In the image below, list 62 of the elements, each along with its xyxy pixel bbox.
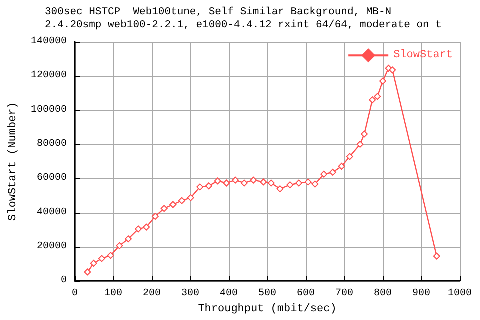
- x-tick-label: 900: [412, 288, 431, 300]
- point: [286, 182, 294, 189]
- point: [380, 78, 386, 85]
- y-tick-label: 40000: [36, 207, 67, 218]
- point: [84, 268, 92, 276]
- point: [389, 66, 396, 74]
- y-tick-label: 80000: [36, 138, 67, 150]
- point: [369, 96, 376, 104]
- x-tick-label: 600: [296, 288, 316, 300]
- point: [107, 252, 114, 260]
- point: [240, 180, 248, 187]
- point: [304, 178, 312, 186]
- point: [268, 180, 275, 187]
- x-axis-title: Throughput (mbit/sec): [198, 304, 337, 316]
- x-tick-label: 1000: [448, 288, 472, 300]
- point: [320, 170, 328, 178]
- point: [143, 224, 150, 231]
- point: [116, 242, 124, 250]
- point: [260, 178, 268, 186]
- point: [232, 176, 240, 184]
- point: [329, 168, 336, 176]
- y-tick-label: 100000: [30, 104, 67, 116]
- point: [205, 182, 212, 190]
- point: [356, 140, 364, 148]
- point: [214, 178, 222, 185]
- point: [178, 197, 186, 204]
- y-axis-title: SlowStart (Number): [8, 102, 20, 221]
- x-tick-label: 700: [335, 288, 354, 300]
- point: [223, 180, 230, 187]
- point: [361, 130, 368, 138]
- y-tick-label: 0: [60, 276, 67, 287]
- point: [152, 213, 159, 220]
- point: [170, 201, 177, 208]
- legend-label: SlowStart: [394, 50, 454, 62]
- x-tick-label: 300: [181, 288, 200, 300]
- x-tick-label: 200: [142, 288, 162, 300]
- point: [196, 184, 204, 191]
- point: [160, 205, 168, 212]
- y-tick-label: 20000: [36, 241, 67, 252]
- chart-title: 300sec HSTCP Web100tune, Self Similar Background, MB-N: [45, 6, 392, 18]
- x-tick-label: 500: [258, 288, 277, 300]
- x-tick-label: 800: [374, 288, 392, 300]
- point: [90, 260, 98, 268]
- chart-subtitle: 2.4.20smp web100-2.2.1, e1000-4.4.12 rxint 64/64, moderate on t: [45, 20, 442, 32]
- x-tick-label: 400: [220, 288, 238, 300]
- point: [98, 255, 106, 262]
- point: [276, 186, 284, 193]
- point: [433, 252, 440, 260]
- point: [250, 176, 258, 184]
- point: [125, 236, 132, 243]
- y-tick-label: 140000: [30, 36, 67, 48]
- point: [135, 226, 142, 233]
- y-tick-label: 60000: [36, 173, 67, 184]
- point: [187, 194, 194, 202]
- point: [312, 180, 319, 188]
- point: [346, 153, 354, 160]
- point: [374, 93, 382, 100]
- x-tick-label: 0: [72, 288, 78, 300]
- x-tick-label: 100: [104, 288, 123, 300]
- y-tick-label: 120000: [30, 70, 67, 82]
- point: [338, 163, 346, 170]
- point: [296, 180, 303, 187]
